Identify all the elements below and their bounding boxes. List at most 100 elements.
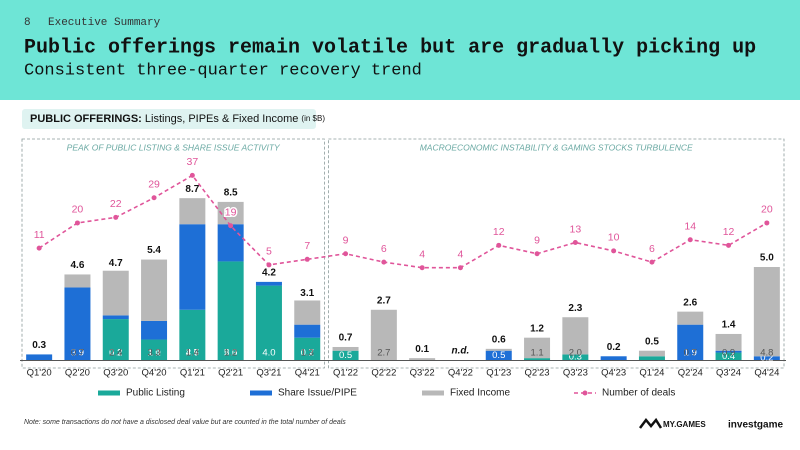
deals-point (189, 172, 195, 178)
total-label: 0.6 (492, 334, 506, 345)
deals-line (38, 174, 768, 269)
bar-segment (102, 319, 129, 360)
deals-point (343, 251, 349, 257)
heading-bold: PUBLIC OFFERINGS: (30, 113, 142, 125)
segment-label: 0.2 (760, 353, 773, 364)
bar-segment (217, 261, 244, 360)
bar-segment (294, 324, 321, 338)
bar-segment (141, 339, 168, 360)
section-name: Executive Summary (48, 17, 161, 29)
deals-point (534, 251, 540, 257)
segment-label: 1.1 (147, 348, 160, 359)
panel-title: PEAK OF PUBLIC LISTING & SHARE ISSUE ACT… (67, 142, 281, 152)
x-tick-label: Q4'22 (448, 368, 473, 379)
deals-point (113, 214, 119, 220)
segment-label: 4.6 (186, 348, 199, 359)
deals-point (572, 240, 578, 246)
logo-mygames: MY.GAMES (663, 420, 706, 429)
segment-label: 5.3 (224, 348, 237, 359)
segment-label: 2.0 (569, 348, 582, 359)
legend-swatch (422, 390, 444, 396)
bar-segment (753, 267, 780, 357)
bar-segment (179, 309, 206, 360)
bar-segment (64, 287, 91, 360)
deals-point (726, 242, 732, 248)
header-band (0, 0, 800, 100)
deals-label: 13 (570, 223, 582, 235)
bar-segment (753, 356, 780, 360)
x-tick-label: Q1'22 (333, 368, 358, 379)
bar-segment (332, 350, 359, 360)
deals-point (419, 265, 425, 271)
heading-text: Listings, PIPEs & Fixed Income (145, 113, 298, 125)
deals-point (687, 237, 693, 243)
total-label: 0.5 (645, 336, 659, 347)
bar-segment (179, 198, 206, 225)
deals-label: 19 (225, 207, 237, 219)
deals-point (457, 265, 463, 271)
slide-title: Public offerings remain volatile but are… (24, 36, 756, 59)
segment-label: 0.2 (109, 348, 122, 359)
deals-point (228, 223, 234, 229)
heading-box (22, 109, 316, 129)
x-tick-label: Q1'21 (180, 368, 205, 379)
x-tick-label: Q2'22 (371, 368, 396, 379)
deals-label: 10 (608, 232, 620, 244)
deals-label: 37 (187, 156, 199, 168)
bar-segment (715, 333, 742, 351)
total-label: 2.3 (568, 303, 582, 314)
segment-label: 1.1 (530, 348, 543, 359)
bar-segment (638, 350, 665, 357)
bar-segment (64, 274, 91, 288)
bar-segment (294, 300, 321, 325)
deals-label: 7 (304, 240, 310, 252)
segment-label: 2.7 (186, 348, 199, 359)
bar-segment (217, 201, 244, 225)
deals-label: 11 (34, 229, 45, 241)
total-label: 3.1 (300, 288, 314, 299)
bar-segment (409, 358, 436, 360)
total-label: 0.2 (607, 342, 621, 353)
total-label: n.d. (452, 346, 470, 357)
chart-heading: PUBLIC OFFERINGS: Listings, PIPEs & Fixe… (30, 113, 325, 125)
panel-frame (21, 138, 325, 369)
x-tick-label: Q1'23 (486, 368, 511, 379)
segment-label: 1.4 (186, 348, 199, 359)
bar-segment (524, 337, 551, 359)
segment-label: 4.8 (760, 348, 773, 359)
bar-segment (715, 350, 742, 353)
bar-segment (485, 348, 512, 351)
bar-segment (179, 224, 206, 310)
total-label: 0.3 (32, 340, 46, 351)
x-tick-label: Q2'24 (678, 368, 703, 379)
deals-label: 5 (266, 246, 272, 258)
deals-point (496, 242, 502, 248)
bar-segment (562, 317, 589, 355)
segment-label: 0.9 (722, 348, 735, 359)
segment-label: 0.7 (71, 348, 84, 359)
deals-label: 4 (419, 248, 425, 260)
legend-swatch (250, 390, 272, 396)
legend-swatch (582, 390, 588, 396)
panel-title: MACROECONOMIC INSTABILITY & GAMING STOCK… (420, 142, 693, 152)
bar-segment (485, 350, 512, 360)
deals-label: 20 (761, 204, 773, 216)
deals-label: 6 (381, 243, 387, 255)
deals-point (611, 248, 617, 254)
segment-label: 2.0 (224, 348, 237, 359)
deals-point (36, 245, 42, 251)
x-tick-label: Q3'20 (103, 368, 128, 379)
segment-label: 3.3 (147, 348, 160, 359)
deals-label: 9 (343, 234, 349, 246)
bar-segment (638, 356, 665, 360)
deals-label: 29 (148, 179, 160, 191)
total-label: 1.4 (722, 320, 736, 331)
total-label: 5.4 (147, 245, 161, 256)
deals-label: 20 (72, 204, 84, 216)
deals-point (151, 195, 157, 201)
legend-label: Fixed Income (450, 388, 510, 399)
total-label: 1.2 (530, 323, 544, 334)
segment-label: 1.2 (224, 348, 237, 359)
segment-label: 0.7 (301, 348, 314, 359)
